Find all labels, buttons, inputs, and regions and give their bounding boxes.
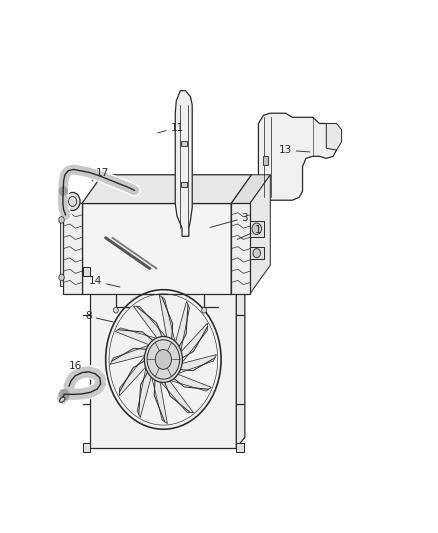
Bar xyxy=(263,156,268,165)
Polygon shape xyxy=(250,221,264,237)
Circle shape xyxy=(147,340,180,379)
Text: 3: 3 xyxy=(210,213,248,228)
Polygon shape xyxy=(159,295,176,345)
Polygon shape xyxy=(90,271,237,448)
Circle shape xyxy=(253,248,261,257)
Polygon shape xyxy=(115,328,159,345)
Text: 8: 8 xyxy=(85,311,113,322)
Polygon shape xyxy=(151,374,167,424)
Polygon shape xyxy=(110,344,152,364)
Polygon shape xyxy=(237,266,244,276)
Polygon shape xyxy=(137,364,152,417)
Polygon shape xyxy=(60,212,63,286)
Polygon shape xyxy=(237,443,244,452)
Circle shape xyxy=(113,308,118,313)
Polygon shape xyxy=(258,113,336,200)
Polygon shape xyxy=(175,354,216,375)
Polygon shape xyxy=(90,261,245,271)
Polygon shape xyxy=(231,175,251,294)
Polygon shape xyxy=(120,353,147,396)
Polygon shape xyxy=(133,306,169,340)
Polygon shape xyxy=(180,323,207,366)
Circle shape xyxy=(155,350,172,369)
Polygon shape xyxy=(82,204,231,294)
Polygon shape xyxy=(250,175,270,294)
Polygon shape xyxy=(231,204,250,294)
Circle shape xyxy=(59,274,64,281)
Polygon shape xyxy=(175,91,192,236)
Polygon shape xyxy=(175,302,190,355)
Text: 1: 1 xyxy=(237,225,262,239)
Bar xyxy=(181,182,187,187)
Circle shape xyxy=(145,336,182,383)
Text: 16: 16 xyxy=(68,361,86,373)
Text: 17: 17 xyxy=(92,168,109,181)
Polygon shape xyxy=(83,443,90,452)
Circle shape xyxy=(59,216,64,223)
Polygon shape xyxy=(326,124,342,150)
Circle shape xyxy=(202,308,206,313)
Bar xyxy=(181,141,187,146)
Polygon shape xyxy=(250,247,264,260)
Text: 11: 11 xyxy=(158,123,184,133)
Polygon shape xyxy=(83,266,90,276)
Polygon shape xyxy=(63,204,82,294)
Polygon shape xyxy=(82,175,251,204)
Text: 14: 14 xyxy=(89,277,120,287)
Polygon shape xyxy=(237,261,245,448)
Ellipse shape xyxy=(60,397,65,402)
Circle shape xyxy=(252,223,261,235)
Polygon shape xyxy=(158,379,194,413)
Polygon shape xyxy=(231,175,270,204)
Polygon shape xyxy=(167,374,212,391)
Text: 13: 13 xyxy=(279,145,310,155)
Circle shape xyxy=(65,192,80,211)
